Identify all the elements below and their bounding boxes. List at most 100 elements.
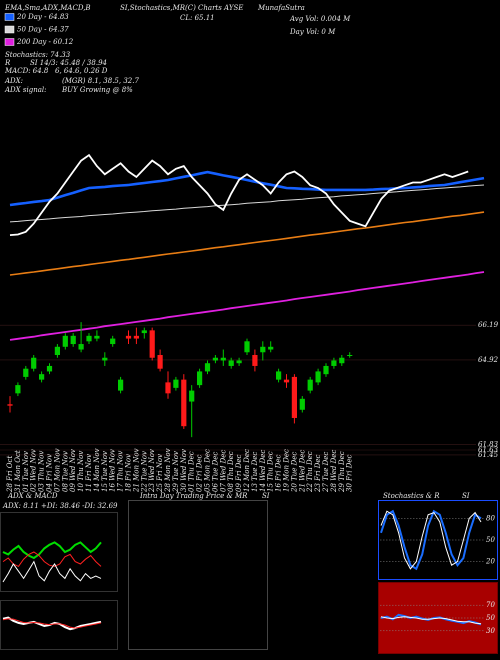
candle-body (323, 365, 329, 375)
annotation: MACD: 64.8 (4, 67, 49, 75)
x-tick-label: 16 Fri Dec (275, 454, 283, 492)
candle-body (307, 379, 313, 391)
candle-body (299, 398, 305, 410)
indicator-line (2, 618, 102, 629)
y-tick-label: 50 (486, 536, 495, 544)
moving-average-line (9, 211, 485, 276)
candle-body (157, 355, 163, 369)
x-tick-label: 06 Tue Dec (211, 452, 219, 492)
panel-title: Intra Day Trading Price & MR (139, 492, 248, 500)
x-tick-label: 25 Fri Nov (156, 454, 164, 493)
candle-body (110, 338, 116, 345)
candle-body (347, 355, 353, 356)
x-tick-label: 04 Fri Nov (46, 454, 54, 492)
x-tick-label: 02 Wed Nov (30, 449, 38, 492)
x-tick-label: 07 Mon Nov (53, 448, 61, 492)
candle-body (54, 346, 60, 355)
x-tick-label: 01 Tue Nov (22, 451, 30, 492)
annotation: SI,Stochastics,MR (120, 4, 186, 12)
x-tick-label: 07 Wed Dec (219, 450, 227, 492)
x-tick-label: 28 Mon Nov (164, 448, 172, 493)
x-tick-label: 29 Tue Nov (172, 451, 180, 493)
candle-body (15, 385, 21, 394)
x-tick-label: 05 Mon Dec (204, 449, 212, 492)
x-tick-label: 13 Tue Dec (251, 452, 259, 492)
candle-body (133, 335, 139, 339)
x-tick-label: 14 Mon Nov (93, 448, 101, 492)
legend-swatch (4, 13, 15, 21)
y-tick-label: 64.92 (478, 356, 499, 364)
candle-body (86, 335, 92, 342)
candle-body (181, 379, 187, 427)
legend-swatch (4, 38, 15, 46)
x-tick-label: 12 Mon Dec (243, 449, 251, 492)
moving-average-line (9, 271, 485, 341)
candle-body (315, 371, 321, 383)
panel-subtitle: SI (462, 492, 470, 500)
panel (128, 500, 268, 650)
annotation: R (4, 59, 11, 67)
x-tick-label: 27 Tue Dec (322, 452, 330, 493)
annotation: MunafaSutra (257, 4, 305, 12)
x-tick-label: 22 Tue Nov (140, 451, 148, 493)
candle-body (173, 379, 179, 388)
annotation: SI 14/3: 45.48 / 38.94 (30, 59, 107, 67)
candle-body (331, 360, 337, 366)
annotation: ADX: (4, 77, 23, 85)
x-tick-label: 21 Mon Nov (132, 448, 140, 493)
candle-body (118, 379, 124, 391)
y-tick-label: 66.19 (478, 321, 499, 329)
legend-label: 20 Day - 64.83 (16, 13, 69, 21)
annotation: Avg Vol: 0.004 M (289, 15, 351, 23)
candle-body (62, 335, 68, 347)
candle-body (244, 341, 250, 353)
candle-body (39, 374, 45, 380)
x-tick-label: 18 Fri Nov (125, 454, 133, 492)
chart-title: (C) Charts AYSE (185, 4, 243, 12)
x-tick-label: 09 Wed Nov (69, 449, 77, 492)
y-tick-label: 50 (486, 614, 495, 622)
y-tick-label: 80 (486, 514, 495, 522)
candle-body (276, 371, 282, 380)
candle-body (197, 371, 203, 386)
candle-body (252, 355, 258, 366)
x-tick-label: 14 Wed Dec (259, 450, 267, 492)
indicator-line (2, 560, 102, 583)
candle-body (204, 363, 211, 372)
indicator-line (2, 541, 102, 560)
panel (0, 512, 118, 592)
panel (0, 600, 118, 650)
candle-body (31, 357, 37, 369)
legend-swatch (4, 25, 15, 34)
candle-body (141, 330, 147, 334)
x-tick-label: 03 Thu Nov (38, 451, 46, 492)
candle-body (102, 357, 108, 361)
panel-title: ADX & MACD (7, 492, 58, 500)
x-tick-label: 01 Thu Dec (188, 451, 196, 492)
y-tick-label: 61.45 (478, 451, 499, 459)
candle-body (220, 357, 226, 361)
indicator-line (2, 551, 102, 568)
candle-body (94, 335, 100, 339)
y-tick-label: 70 (486, 601, 495, 609)
x-tick-label: 30 Wed Nov (180, 449, 188, 492)
x-tick-label: 23 Fri Dec (314, 454, 322, 493)
legend-label: 200 Day - 60.12 (16, 38, 74, 46)
x-tick-label: 29 Thu Dec (338, 451, 346, 493)
moving-average-line (9, 170, 485, 207)
annotation: CL: 65.11 (180, 14, 215, 22)
x-tick-label: 11 Fri Nov (85, 454, 93, 492)
x-tick-label: 28 Wed Dec (330, 450, 338, 493)
candle-body (339, 357, 345, 364)
annotation: ADX signal: (4, 86, 46, 94)
candle-body (283, 379, 290, 383)
candle-body (70, 335, 76, 345)
x-tick-label: 23 Wed Nov (148, 449, 156, 493)
x-tick-label: 22 Thu Dec (306, 451, 314, 493)
indicator-line (380, 509, 482, 571)
x-tick-label: 30 Fri Dec (346, 454, 354, 492)
candle-body (260, 346, 266, 353)
panel-subtitle: ADX: 8.11 +DI: 38.46 -DI: 32.69 (2, 502, 118, 510)
